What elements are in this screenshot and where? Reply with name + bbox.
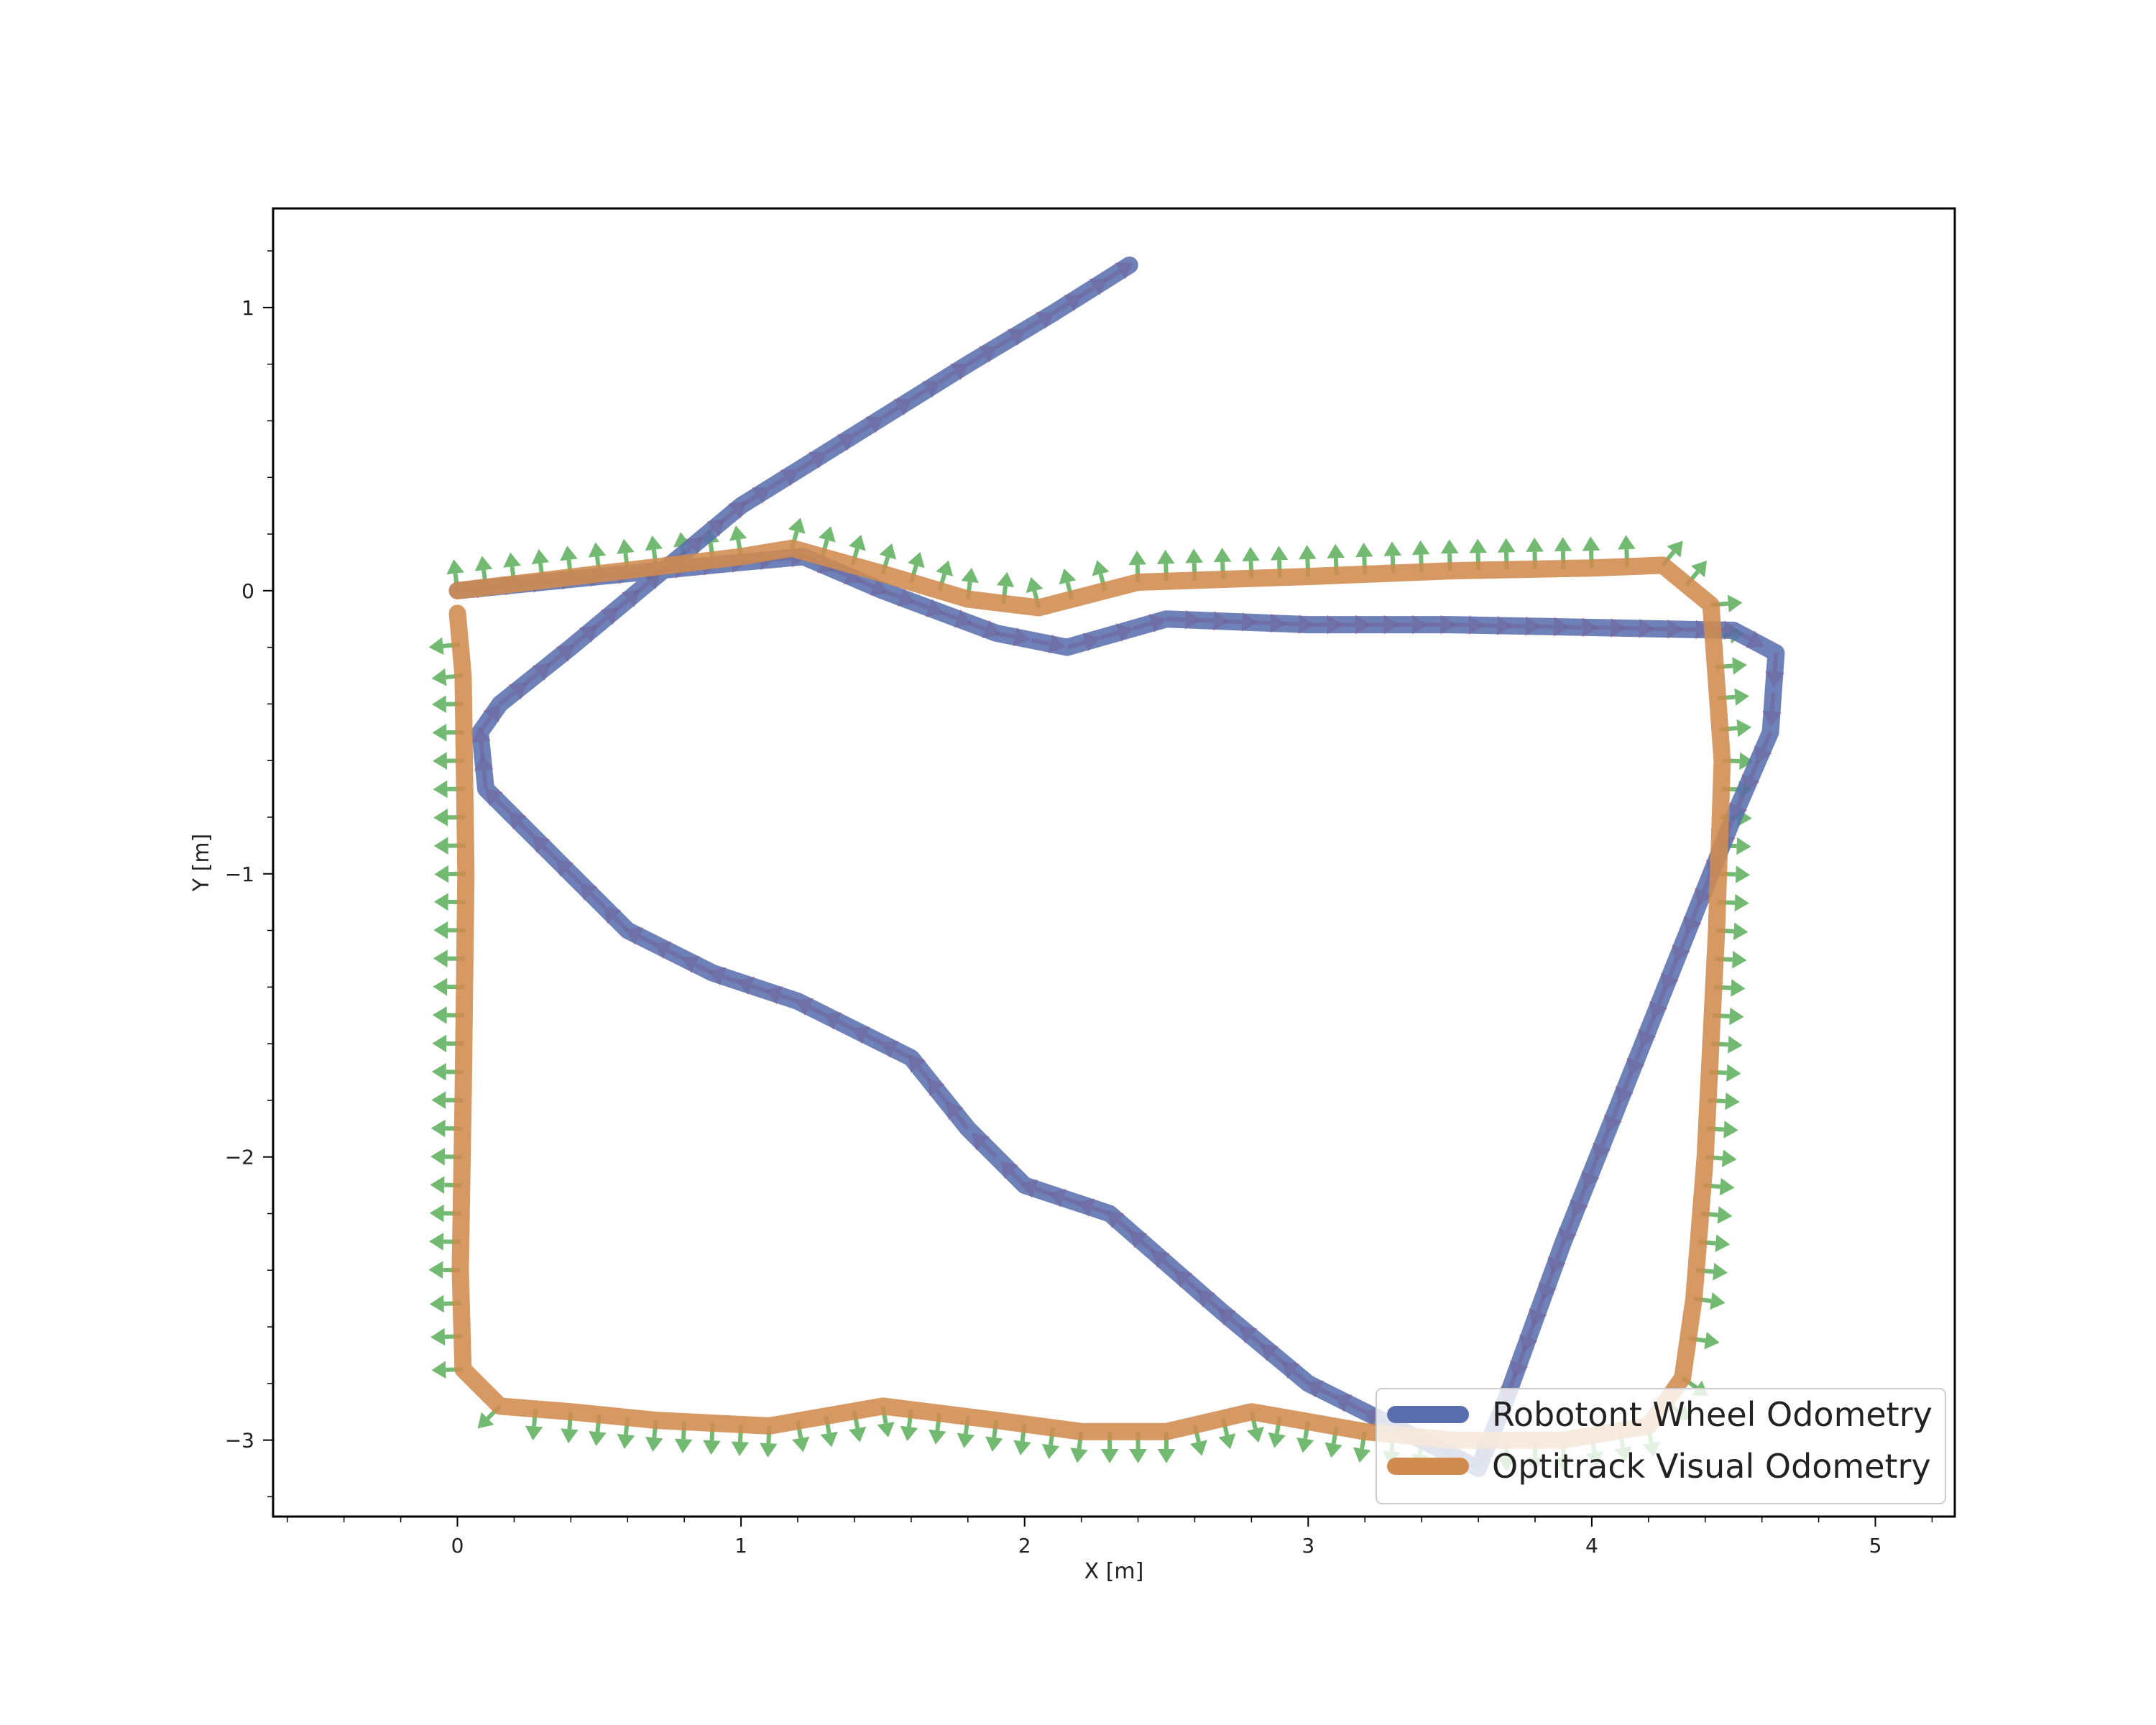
x-axis-label: X [m] <box>1084 1559 1144 1584</box>
x-tick-label: 3 <box>1302 1534 1314 1558</box>
legend-label-wheel-odometry: Robotont Wheel Odometry <box>1492 1395 1932 1434</box>
x-tick-label: 5 <box>1869 1534 1882 1558</box>
y-tick-label: 1 <box>241 296 254 320</box>
plot-frame <box>272 207 1956 1518</box>
x-tick-label: 1 <box>734 1534 747 1558</box>
y-tick-label: −1 <box>225 862 254 886</box>
x-tick-label: 0 <box>451 1534 464 1558</box>
x-tick-label: 4 <box>1585 1534 1598 1558</box>
y-axis-label: Y [m] <box>189 834 214 893</box>
y-tick-label: 0 <box>241 579 254 603</box>
axis-ticks: 0 1 2 3 4 5 1 0 −1 −2 −3 <box>225 250 1933 1558</box>
x-tick-label: 2 <box>1018 1534 1031 1558</box>
y-tick-label: −3 <box>225 1429 254 1453</box>
legend: Robotont Wheel Odometry Optitrack Visual… <box>1376 1388 1946 1504</box>
legend-box <box>1376 1388 1946 1504</box>
y-tick-label: −2 <box>225 1146 254 1169</box>
legend-label-visual-odometry: Optitrack Visual Odometry <box>1492 1447 1931 1486</box>
